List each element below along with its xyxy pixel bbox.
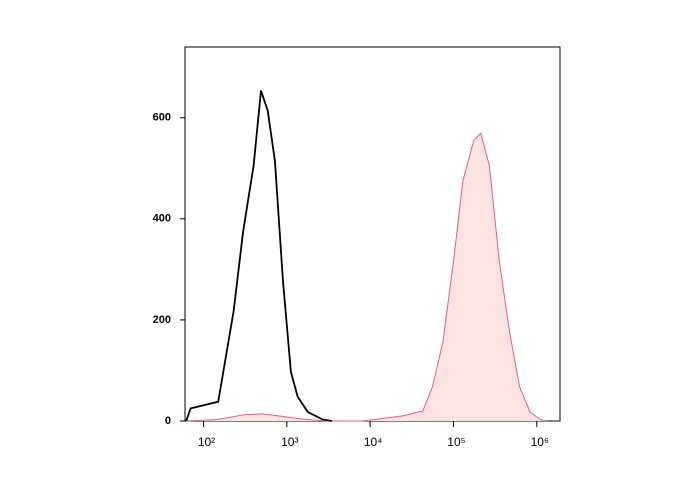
line: [185, 90, 333, 422]
y-tick-label: 400: [153, 213, 171, 225]
y-tick-label: 200: [153, 314, 171, 326]
x-tick-label: 10³: [281, 435, 298, 449]
x-tick-label: 10²: [198, 435, 215, 449]
y-tick-label: 600: [153, 112, 171, 124]
area: [186, 133, 547, 421]
x-tick-label: 10⁶: [531, 435, 549, 449]
x-tick-label: 10⁴: [364, 435, 383, 449]
y-tick-label: 0: [165, 415, 171, 427]
x-tick-label: 10⁵: [447, 435, 465, 449]
line: [186, 132, 547, 422]
